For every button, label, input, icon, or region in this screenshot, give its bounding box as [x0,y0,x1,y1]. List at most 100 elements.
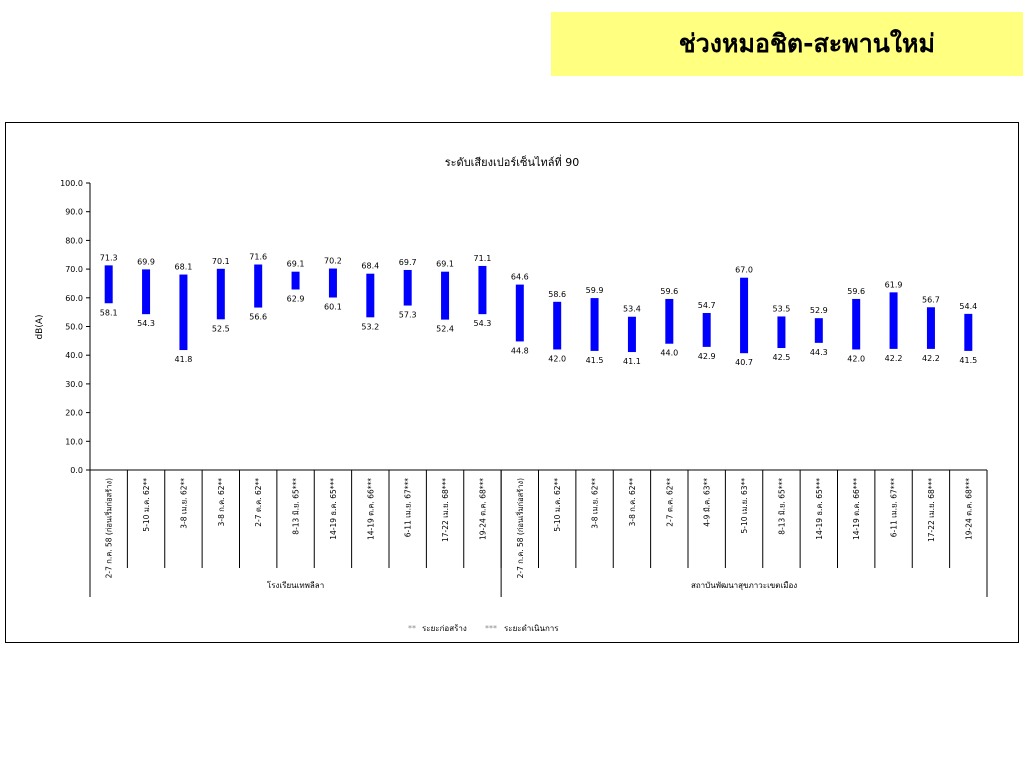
min-value-label: 44.3 [810,348,828,357]
min-value-label: 54.3 [474,319,492,328]
category-label: 19-24 ต.ค. 68*** [478,478,487,540]
range-bar [216,268,225,320]
min-value-label: 44.8 [511,346,529,355]
min-value-label: 41.1 [623,357,641,366]
group-label: สถาบันพัฒนาสุขภาวะเขตเมือง [691,581,797,590]
range-bar [702,313,711,347]
bars [104,264,973,354]
max-value-label: 59.9 [586,286,604,295]
range-bar [814,318,823,343]
category-label: 17-22 เม.ย. 68*** [441,478,450,542]
range-bar [478,265,487,315]
x-group-labels: โรงเรียนเทพลีลา สถาบันพัฒนาสุขภาวะเขตเมือ… [267,580,797,590]
min-value-label: 42.0 [847,354,865,363]
y-axis-label: dB(A) [35,314,45,339]
data-labels: 71.3 58.1 69.9 54.3 68.1 41.8 70.1 52.5 71.6 56.6… [100,253,977,368]
min-value-label: 42.0 [548,354,566,363]
min-value-label: 62.9 [287,294,305,303]
max-value-label: 59.6 [847,287,865,296]
range-bar [104,265,113,304]
max-value-label: 69.7 [399,258,417,267]
min-value-label: 60.1 [324,303,342,312]
range-bar [403,269,412,306]
category-label: 2-7 ก.ค. 58 (ก่อนเริ่มก่อสร้าง) [515,478,525,578]
max-value-label: 69.1 [287,260,305,269]
range-bar [740,277,749,354]
min-value-label: 56.6 [249,313,267,322]
min-value-label: 44.0 [660,349,678,358]
max-value-label: 71.3 [100,253,118,262]
range-bar [777,316,786,349]
category-label: 5-10 เม.ย. 63** [740,478,749,534]
legend: ** ระยะก่อสร้าง *** ระยะดำเนินการ [408,624,559,633]
range-bar [852,298,861,350]
min-value-label: 42.2 [885,354,903,363]
range-bar [553,301,562,350]
range-bar [964,313,973,351]
range-bar [889,292,898,349]
category-label: 14-19 ต.ค. 66*** [366,478,375,540]
range-bar [665,298,674,344]
max-value-label: 70.1 [212,257,230,266]
group-label: โรงเรียนเทพลีลา [267,580,324,590]
category-label: 14-19 ธ.ค. 65*** [329,478,338,540]
slide-title: ช่วงหมอชิต-สะพานใหม่ [678,29,935,58]
y-tick-label: 10.0 [65,437,83,446]
max-value-label: 56.7 [922,295,940,304]
y-tick-label: 30.0 [65,380,83,389]
y-tick-label: 80.0 [65,236,83,245]
max-value-label: 61.9 [885,280,903,289]
range-bar [515,284,524,342]
chart-frame [5,122,1019,643]
category-label: 3-8 เม.ย. 62** [591,478,600,529]
axes: 0.0 10.0 20.0 30.0 40.0 50.0 60.0 70.0 80.0 90.0 1… [60,179,988,597]
y-tick-label: 0.0 [70,466,83,475]
max-value-label: 64.6 [511,273,529,282]
y-tick-label: 90.0 [65,208,83,217]
range-bar [627,316,636,353]
range-bar [328,268,337,298]
min-value-label: 40.7 [735,358,753,367]
max-value-label: 71.1 [474,254,492,263]
min-value-label: 42.2 [922,354,940,363]
range-bar [590,298,599,351]
legend-label: ระยะดำเนินการ [504,624,559,633]
range-bar [179,274,188,351]
category-label: 14-19 ธ.ค. 65*** [815,478,824,540]
min-value-label: 52.4 [436,325,454,334]
legend-marker: ** [408,624,416,633]
max-value-label: 69.9 [137,257,155,266]
category-label: 3-8 ก.ค. 62** [628,478,637,527]
min-value-label: 52.5 [212,324,230,333]
category-label: 3-8 เม.ย. 62** [179,478,188,529]
max-value-label: 54.4 [959,302,977,311]
category-label: 2-7 ต.ค. 62** [254,478,263,527]
y-tick-label: 60.0 [65,294,83,303]
y-tick-label: 20.0 [65,409,83,418]
range-bar [254,264,263,308]
category-label: 6-11 เม.ย. 67*** [404,478,413,538]
category-label: 6-11 เม.ย. 67*** [890,478,899,538]
min-value-label: 41.8 [175,355,193,364]
max-value-label: 58.6 [548,290,566,299]
y-tick-label: 70.0 [65,265,83,274]
min-value-label: 42.9 [698,352,716,361]
min-value-label: 41.5 [586,356,604,365]
chart-title: ระดับเสียงเปอร์เซ็นไทล์ที่ 90 [445,154,580,169]
min-value-label: 54.3 [137,319,155,328]
legend-marker: *** [485,624,497,633]
slide-title-box: ช่วงหมอชิต-สะพานใหม่ [551,12,1023,76]
category-label: 8-13 มิ.ย. 65*** [777,478,786,535]
category-label: 2-7 ต.ค. 62** [665,478,674,527]
max-value-label: 70.2 [324,257,342,266]
category-label: 17-22 เม.ย. 68*** [927,478,936,542]
category-label: 5-10 ม.ค. 62** [142,478,151,532]
category-label: 5-10 ม.ค. 62** [553,478,562,532]
max-value-label: 71.6 [249,253,267,262]
max-value-label: 52.9 [810,306,828,315]
max-value-label: 53.4 [623,305,641,314]
max-value-label: 59.6 [660,287,678,296]
max-value-label: 68.4 [361,262,379,271]
min-value-label: 57.3 [399,311,417,320]
